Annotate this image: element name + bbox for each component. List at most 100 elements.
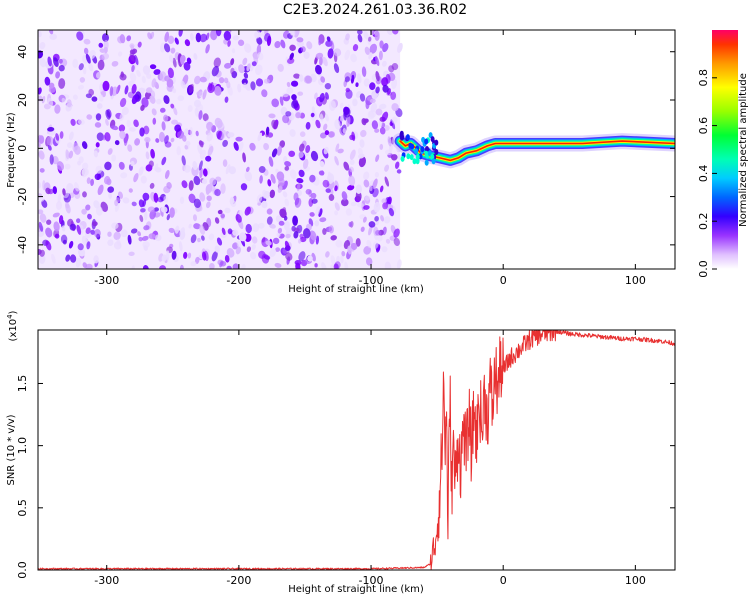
snr-y-tick-label: 0.5 (16, 499, 29, 517)
noise-speckle (192, 214, 198, 222)
noise-speckle (184, 144, 189, 150)
noise-speckle (391, 103, 399, 112)
noise-speckle (323, 123, 328, 131)
noise-speckle (131, 94, 139, 105)
noise-speckle (206, 132, 213, 142)
noise-speckle (109, 86, 114, 97)
noise-speckle (66, 99, 72, 108)
noise-speckle (345, 87, 351, 93)
noise-speckle (136, 69, 141, 77)
noise-speckle (340, 198, 349, 207)
noise-speckle (305, 121, 311, 130)
snr-frame (37, 329, 676, 571)
noise-speckle (94, 229, 101, 238)
noise-speckle (47, 97, 54, 107)
noise-speckle (205, 155, 212, 162)
noise-speckle (124, 85, 129, 95)
noise-speckle (275, 247, 281, 252)
noise-speckle (378, 120, 383, 127)
noise-speckle (355, 184, 363, 194)
noise-speckle (238, 141, 244, 152)
noise-speckle (105, 118, 109, 126)
noise-speckle (199, 149, 206, 160)
noise-speckle (383, 216, 391, 224)
noise-speckle (96, 132, 104, 141)
snr-x-tick-label: -100 (359, 574, 384, 587)
noise-speckle (75, 257, 81, 268)
noise-speckle (81, 141, 88, 150)
noise-speckle (293, 30, 300, 38)
noise-speckle (206, 195, 212, 202)
noise-speckle (374, 30, 380, 41)
noise-speckle (266, 208, 273, 215)
noise-speckle (187, 105, 193, 112)
noise-speckle (76, 224, 82, 235)
noise-speckle (296, 182, 301, 191)
noise-speckle (202, 113, 209, 122)
noise-speckle (221, 227, 226, 235)
noise-speckle (131, 201, 137, 207)
noise-speckle (355, 238, 361, 247)
noise-speckle (149, 95, 156, 104)
noise-speckle (327, 171, 332, 182)
noise-speckle (369, 98, 376, 104)
colorbar-gradient (712, 30, 738, 269)
noise-speckle (99, 48, 106, 53)
noise-speckle (127, 234, 132, 245)
noise-speckle (227, 40, 231, 47)
noise-speckle (69, 131, 74, 141)
noise-speckle (381, 198, 387, 204)
noise-speckle (350, 201, 357, 207)
noise-speckle (158, 131, 166, 143)
noise-speckle (227, 228, 233, 235)
onset-blob (430, 136, 435, 143)
noise-speckle (232, 229, 239, 236)
noise-speckle (238, 64, 245, 74)
noise-speckle (41, 199, 48, 208)
colorbar: 0.0 0.2 0.4 0.6 0.8 Normalized spectral ampl… (697, 30, 749, 278)
noise-speckle (172, 57, 177, 68)
noise-speckle (140, 104, 145, 111)
noise-speckle (289, 44, 296, 52)
noise-speckle (277, 63, 284, 72)
spectrogram-y-ticks: -40 -20 0 20 40 (16, 45, 675, 254)
noise-speckle (178, 30, 183, 37)
noise-speckle (334, 185, 338, 192)
noise-speckle (258, 250, 266, 259)
noise-speckle (226, 247, 235, 258)
noise-speckle (303, 51, 310, 59)
onset-blob (406, 153, 411, 160)
noise-speckle (45, 187, 51, 195)
spectrogram-y-tick-label: -40 (16, 236, 29, 254)
noise-speckle (151, 78, 157, 88)
snr-multiplier-close: ) (8, 310, 19, 314)
noise-speckle (238, 232, 247, 242)
noise-speckle (235, 246, 242, 255)
noise-speckle (226, 265, 232, 269)
onset-blob (424, 138, 429, 145)
noise-speckle (224, 96, 229, 103)
noise-speckle (296, 178, 304, 184)
noise-speckle (49, 154, 54, 165)
noise-speckle (397, 153, 402, 161)
noise-speckle (363, 78, 370, 87)
noise-speckle (209, 263, 215, 269)
noise-speckle (282, 92, 289, 98)
noise-speckle (341, 251, 346, 257)
colorbar-tick-label: 0.4 (697, 165, 710, 183)
noise-speckle (309, 174, 316, 183)
noise-speckle (343, 107, 351, 118)
noise-speckle (293, 192, 299, 202)
noise-speckle (328, 225, 334, 234)
noise-speckle (378, 50, 383, 61)
noise-speckle (146, 87, 153, 94)
noise-speckle (49, 34, 57, 40)
snr-panel: -300 -200 -100 0 100 0.0 0.5 1.0 1.5 Height of … (6, 310, 676, 595)
noise-speckle (325, 188, 331, 193)
noise-speckle (350, 242, 358, 250)
noise-speckle (204, 250, 209, 262)
noise-speckle (251, 61, 257, 67)
noise-speckle (391, 154, 398, 161)
noise-speckle (368, 221, 376, 228)
